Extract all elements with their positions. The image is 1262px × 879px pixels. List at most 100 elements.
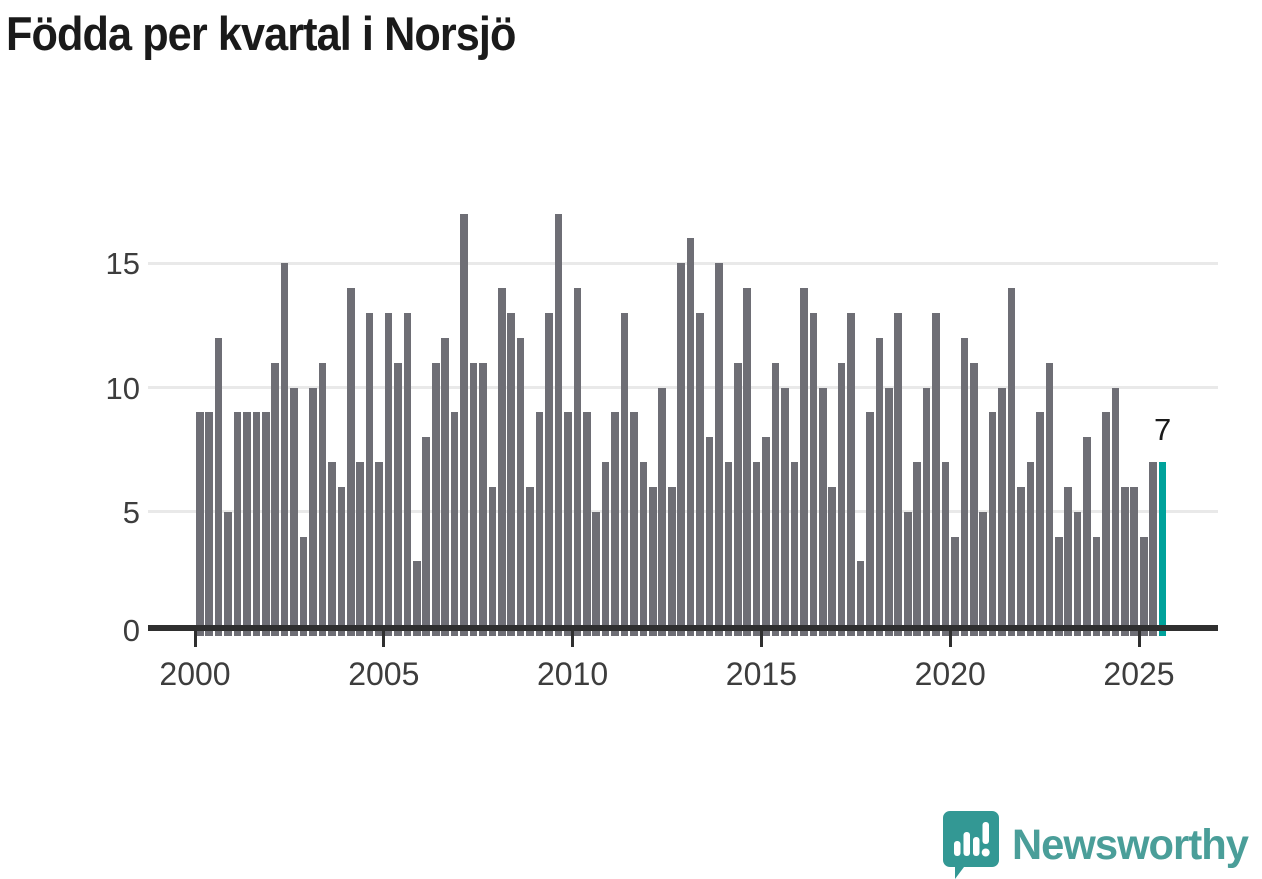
bar xyxy=(809,312,818,636)
bar xyxy=(413,561,421,636)
newsworthy-logo: Newsworthy xyxy=(942,810,1255,879)
x-axis-tick xyxy=(948,631,952,647)
bar xyxy=(1121,486,1129,636)
bar xyxy=(1102,412,1110,636)
bar xyxy=(903,511,912,636)
bar xyxy=(667,486,676,636)
bar xyxy=(582,412,591,636)
y-axis-tick-label: 10 xyxy=(105,370,140,406)
bar xyxy=(951,536,959,636)
highlight-bar xyxy=(1158,462,1167,636)
bar xyxy=(214,337,223,636)
bar xyxy=(554,213,563,636)
y-axis-tick-label: 15 xyxy=(105,246,140,282)
bar xyxy=(337,486,346,636)
bar xyxy=(658,387,667,636)
bar xyxy=(394,362,402,636)
bar xyxy=(762,437,770,636)
bar xyxy=(970,362,978,636)
bar xyxy=(507,312,516,636)
bar xyxy=(620,312,629,636)
bar xyxy=(384,312,393,636)
bar xyxy=(1007,288,1016,636)
bar xyxy=(479,362,487,636)
bar xyxy=(280,263,289,636)
x-axis-tick xyxy=(382,631,386,647)
bar xyxy=(856,561,865,636)
bar xyxy=(1111,387,1120,636)
bar xyxy=(346,288,355,636)
x-axis-tick xyxy=(759,631,763,647)
bar xyxy=(866,412,874,636)
bar xyxy=(299,536,308,636)
bar xyxy=(1130,486,1139,636)
bar xyxy=(564,412,572,636)
x-axis-tick-label: 2005 xyxy=(348,656,420,692)
bar xyxy=(800,288,808,636)
bar xyxy=(318,362,327,636)
bar xyxy=(1045,362,1054,636)
newsworthy-logo-icon xyxy=(943,811,999,879)
bar xyxy=(450,412,459,636)
bar xyxy=(290,387,298,636)
bar xyxy=(639,462,648,636)
bar xyxy=(431,362,440,636)
bar xyxy=(365,312,374,636)
bar xyxy=(979,511,988,636)
bar xyxy=(847,312,855,636)
bar xyxy=(894,312,903,636)
x-axis-tick-label: 2025 xyxy=(1103,656,1175,692)
bar xyxy=(1017,486,1025,636)
x-axis-tick-label: 2000 xyxy=(159,656,231,692)
bar xyxy=(262,412,270,636)
bar xyxy=(828,486,836,636)
bar xyxy=(781,387,789,636)
bar xyxy=(309,387,317,636)
newsworthy-logo-text: Newsworthy xyxy=(1012,820,1249,869)
x-axis-line xyxy=(148,625,1218,631)
bar xyxy=(649,486,657,636)
x-axis-tick xyxy=(1137,631,1141,647)
bar xyxy=(1054,536,1063,636)
bar xyxy=(771,362,780,636)
bar xyxy=(1149,462,1157,636)
bar xyxy=(1073,511,1082,636)
bar xyxy=(601,462,610,636)
x-axis-tick-label: 2020 xyxy=(914,656,986,692)
bar xyxy=(686,238,695,636)
bar xyxy=(252,412,261,636)
bar xyxy=(988,412,997,636)
y-axis-tick-label: 0 xyxy=(122,613,140,648)
bar xyxy=(922,387,931,636)
bar xyxy=(243,412,251,636)
bar xyxy=(696,312,704,636)
bar xyxy=(488,486,497,636)
bar xyxy=(516,337,525,636)
bar xyxy=(752,462,761,636)
bar xyxy=(422,437,431,636)
y-axis-tick-label: 5 xyxy=(122,494,140,530)
bar xyxy=(837,362,846,636)
bar xyxy=(328,462,336,636)
bar xyxy=(630,412,638,636)
bar xyxy=(233,412,242,636)
bar xyxy=(960,337,969,636)
bar xyxy=(535,412,544,636)
bar xyxy=(885,387,893,636)
last-bar-value-label: 7 xyxy=(1153,412,1172,448)
bar xyxy=(195,412,204,636)
chart-title: Födda per kvartal i Norsjö xyxy=(6,7,516,60)
bar xyxy=(790,462,799,636)
bar xyxy=(611,412,619,636)
bar xyxy=(743,288,752,636)
bar xyxy=(1036,412,1044,636)
x-axis-tick-label: 2015 xyxy=(725,656,797,692)
bar xyxy=(724,462,733,636)
bar xyxy=(375,462,383,636)
bar xyxy=(1092,536,1101,636)
bar xyxy=(941,462,950,636)
bar xyxy=(205,412,213,636)
bar xyxy=(998,387,1006,636)
bar xyxy=(677,263,685,636)
